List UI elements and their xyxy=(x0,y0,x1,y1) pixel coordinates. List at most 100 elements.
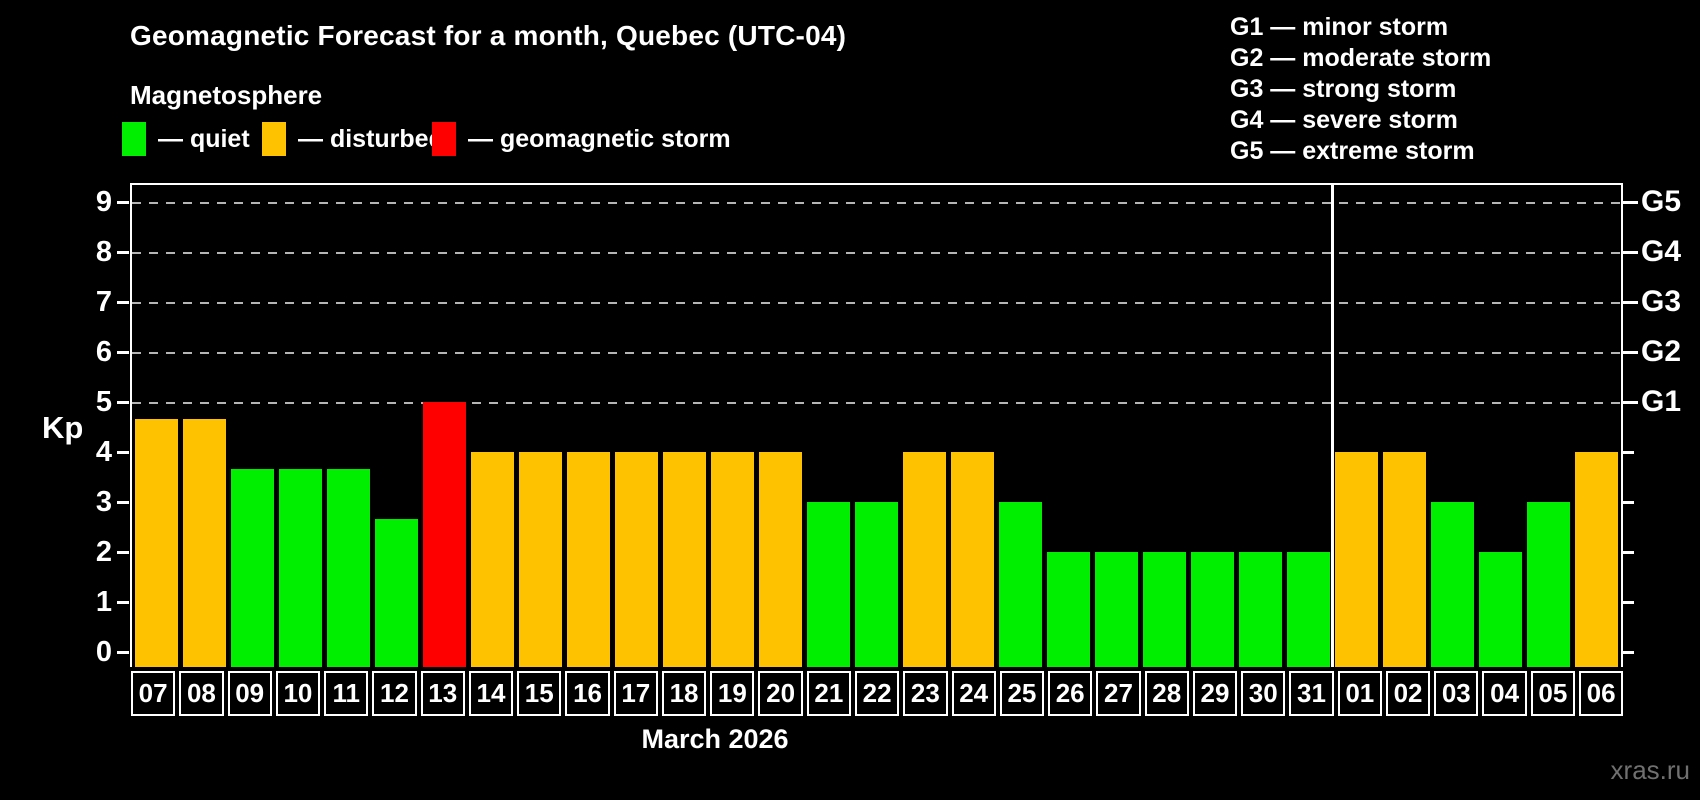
g-legend-line-g5: G5 — extreme storm xyxy=(1230,137,1475,165)
bar-day-05 xyxy=(1527,502,1571,667)
bar-day-14 xyxy=(470,452,514,667)
y-tick-7 xyxy=(117,301,129,304)
gridline-kp6 xyxy=(132,352,1621,354)
bar-day-31 xyxy=(1287,552,1331,667)
y-tick-0 xyxy=(117,651,129,654)
day-label-28: 28 xyxy=(1144,671,1189,716)
bars-container xyxy=(132,185,1621,667)
day-label-23: 23 xyxy=(903,671,948,716)
y-tick-label-3: 3 xyxy=(95,486,112,518)
chart-title: Geomagnetic Forecast for a month, Quebec… xyxy=(130,20,847,51)
g-label-g1: G1 xyxy=(1641,385,1682,418)
gridline-kp8 xyxy=(132,252,1621,254)
day-label-24: 24 xyxy=(951,671,996,716)
gridline-kp9 xyxy=(132,202,1621,204)
day-label-01: 01 xyxy=(1337,671,1382,716)
y-axis-title: Kp xyxy=(42,410,84,445)
day-label-18: 18 xyxy=(661,671,707,716)
watermark: xras.ru xyxy=(1610,755,1690,785)
day-label-25: 25 xyxy=(999,671,1045,716)
g-scale-legend: G1 — minor storm G2 — moderate storm G3 … xyxy=(1230,12,1491,167)
chart-subtitle: Magnetosphere xyxy=(130,80,323,110)
y-tick-label-6: 6 xyxy=(95,336,112,368)
bar-day-30 xyxy=(1239,552,1283,667)
bar-day-27 xyxy=(1095,552,1139,667)
right-tick-8 xyxy=(1623,251,1638,254)
day-label-13: 13 xyxy=(420,671,465,716)
bar-day-06 xyxy=(1575,452,1619,667)
day-label-12: 12 xyxy=(372,671,417,716)
y-tick-6 xyxy=(117,351,129,354)
gridline-kp5 xyxy=(132,402,1621,404)
bar-day-12 xyxy=(374,518,418,667)
legend-item-quiet: — quiet xyxy=(122,120,250,158)
bar-day-02 xyxy=(1383,452,1427,667)
g-legend-line-g1: G1 — minor storm xyxy=(1230,13,1449,41)
y-tick-3 xyxy=(117,501,129,504)
y-tick-label-0: 0 xyxy=(95,636,112,668)
day-label-10: 10 xyxy=(275,671,321,716)
right-tick-4 xyxy=(1623,451,1634,454)
right-tick-2 xyxy=(1623,551,1634,554)
legend-item-disturbed: — disturbed xyxy=(262,120,444,158)
bar-day-15 xyxy=(518,452,562,667)
day-label-29: 29 xyxy=(1192,671,1238,716)
day-label-30: 30 xyxy=(1241,671,1286,716)
x-axis-title: March 2026 xyxy=(641,724,789,754)
y-tick-label-4: 4 xyxy=(95,436,112,468)
bar-day-25 xyxy=(999,502,1043,667)
day-label-20: 20 xyxy=(758,671,803,716)
day-label-31: 31 xyxy=(1289,671,1334,716)
bar-day-24 xyxy=(951,452,995,667)
y-tick-label-5: 5 xyxy=(95,386,112,418)
right-tick-3 xyxy=(1623,501,1634,504)
bar-day-16 xyxy=(566,452,610,667)
legend-item-storm: — geomagnetic storm xyxy=(432,120,731,158)
y-tick-label-8: 8 xyxy=(95,236,112,268)
bar-day-07 xyxy=(134,418,178,667)
y-tick-8 xyxy=(117,251,129,254)
day-label-11: 11 xyxy=(324,671,369,716)
plot-area xyxy=(130,183,1623,667)
day-label-26: 26 xyxy=(1048,671,1093,716)
g-label-g2: G2 xyxy=(1641,335,1682,368)
y-tick-1 xyxy=(117,601,129,604)
bar-day-17 xyxy=(614,452,658,667)
bar-day-20 xyxy=(758,452,802,667)
bar-day-04 xyxy=(1479,552,1523,667)
y-tick-label-7: 7 xyxy=(95,286,112,318)
right-tick-0 xyxy=(1623,651,1634,654)
bar-day-08 xyxy=(182,418,226,667)
g-label-g3: G3 xyxy=(1641,285,1682,318)
y-tick-5 xyxy=(117,401,129,404)
day-label-27: 27 xyxy=(1096,671,1141,716)
day-label-17: 17 xyxy=(613,671,658,716)
bar-day-21 xyxy=(806,502,850,667)
y-tick-label-2: 2 xyxy=(95,536,112,568)
right-tick-1 xyxy=(1623,601,1634,604)
y-tick-4 xyxy=(117,451,129,454)
bar-day-26 xyxy=(1047,552,1091,667)
bar-day-18 xyxy=(662,452,706,667)
y-tick-label-9: 9 xyxy=(95,186,112,218)
bar-day-03 xyxy=(1431,502,1475,667)
month-divider-line xyxy=(1330,185,1334,667)
bar-day-10 xyxy=(278,468,322,667)
bar-day-22 xyxy=(854,502,898,667)
day-label-19: 19 xyxy=(710,671,755,716)
day-label-03: 03 xyxy=(1434,671,1479,716)
day-label-04: 04 xyxy=(1482,671,1527,716)
day-label-15: 15 xyxy=(517,671,562,716)
bar-day-01 xyxy=(1335,452,1379,667)
bar-day-29 xyxy=(1191,552,1235,667)
x-axis-day-labels: 07 08 09 10 11 12 13 14 15 16 17 18 19 20 21 22 23 24 25 26… xyxy=(131,671,1624,716)
day-label-08: 08 xyxy=(179,671,224,716)
right-tick-9 xyxy=(1623,201,1638,204)
legend-label-storm: — geomagnetic storm xyxy=(468,124,731,153)
legend-label-quiet: — quiet xyxy=(158,124,250,153)
y-tick-9 xyxy=(117,201,129,204)
g-label-g4: G4 xyxy=(1641,235,1682,268)
quiet-color-swatch xyxy=(122,122,146,156)
right-tick-7 xyxy=(1623,301,1638,304)
